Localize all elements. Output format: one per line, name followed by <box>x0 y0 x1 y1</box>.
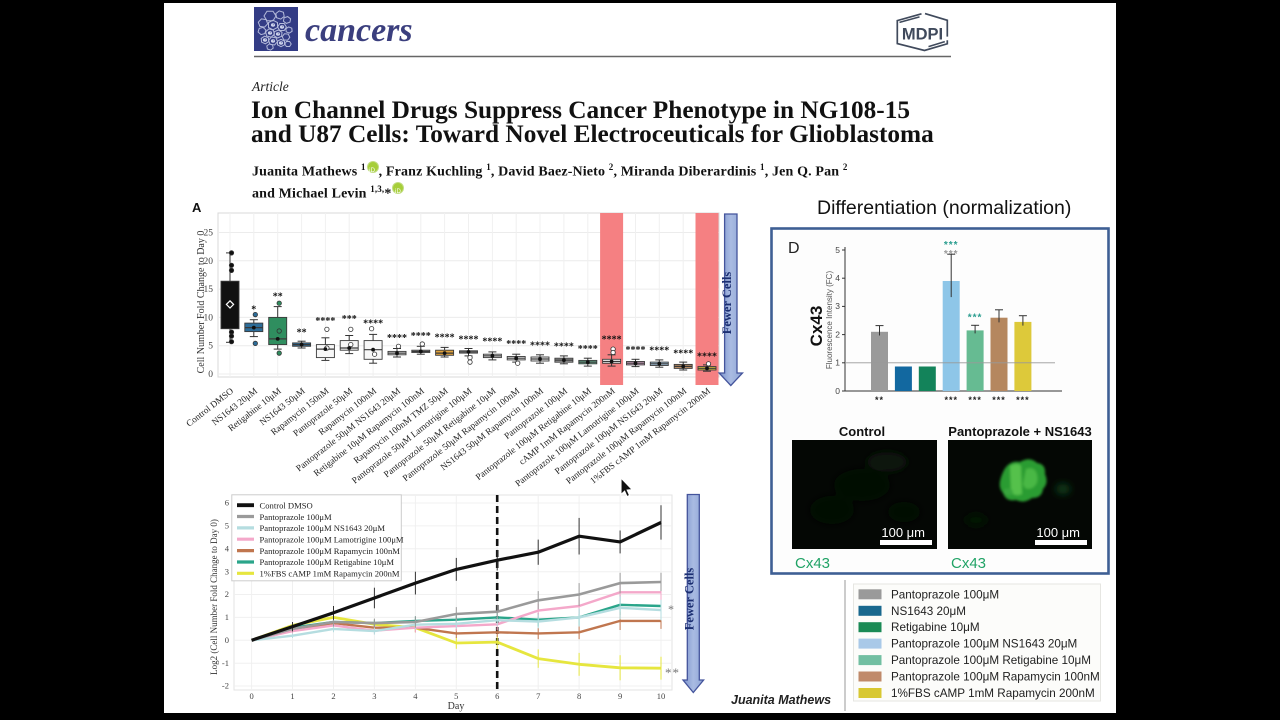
svg-text:4: 4 <box>413 691 418 701</box>
svg-text:Retigabine 10μM: Retigabine 10μM <box>891 621 980 634</box>
svg-text:****: **** <box>435 333 455 344</box>
svg-text:-1: -1 <box>222 658 229 668</box>
svg-text:****: **** <box>387 333 407 344</box>
svg-text:****: **** <box>482 337 502 348</box>
svg-text:MDPI: MDPI <box>902 26 943 44</box>
svg-text:25: 25 <box>204 229 214 239</box>
svg-text:5: 5 <box>454 691 458 701</box>
svg-text:***: *** <box>968 395 982 405</box>
svg-text:**: ** <box>297 328 307 339</box>
svg-text:A: A <box>192 200 202 215</box>
svg-text:6: 6 <box>495 691 499 701</box>
svg-text:Pantoprazole 100μM Retigabine: Pantoprazole 100μM Retigabine 10μM <box>260 557 395 567</box>
svg-text:Pantoprazole 100μM NS1643 20μM: Pantoprazole 100μM NS1643 20μM <box>260 523 386 533</box>
svg-text:Pantoprazole + NS1643: Pantoprazole + NS1643 <box>948 424 1091 439</box>
svg-text:***: *** <box>1016 395 1030 405</box>
svg-text:****: **** <box>554 342 574 353</box>
svg-text:Pantoprazole 100μM: Pantoprazole 100μM <box>891 588 999 601</box>
svg-text:***: *** <box>968 312 983 323</box>
svg-text:7: 7 <box>536 691 540 701</box>
svg-text:2: 2 <box>331 691 335 701</box>
svg-text:Pantoprazole 100μM Lamotrigine: Pantoprazole 100μM Lamotrigine 100μM <box>260 535 404 545</box>
svg-text:****: **** <box>602 334 622 345</box>
svg-text:****: **** <box>697 351 717 362</box>
svg-text:Pantoprazole 100μM Rapamycin 1: Pantoprazole 100μM Rapamycin 100nM <box>891 671 1100 684</box>
svg-text:3: 3 <box>835 301 840 311</box>
svg-text:****: **** <box>315 316 335 327</box>
svg-text:D: D <box>788 240 800 257</box>
svg-text:****: **** <box>626 345 646 356</box>
svg-text:5: 5 <box>835 245 840 255</box>
svg-text:Fewer Cells: Fewer Cells <box>682 568 696 631</box>
svg-text:***: *** <box>944 240 959 251</box>
svg-text:10: 10 <box>204 313 214 323</box>
svg-text:****: **** <box>411 331 431 342</box>
svg-text:****: **** <box>649 346 669 357</box>
svg-text:1: 1 <box>290 691 294 701</box>
svg-text:cancers: cancers <box>305 12 413 49</box>
svg-text:Control DMSO: Control DMSO <box>260 500 313 510</box>
svg-text:1%FBS cAMP 1mM Rapamycin 200nM: 1%FBS cAMP 1mM Rapamycin 200nM <box>260 569 400 579</box>
svg-text:100 μm: 100 μm <box>881 525 925 540</box>
svg-text:Cx43: Cx43 <box>951 555 986 572</box>
svg-text:15: 15 <box>204 285 214 295</box>
svg-text:5: 5 <box>208 342 213 352</box>
svg-text:4: 4 <box>835 273 840 283</box>
svg-text:*: * <box>668 602 674 616</box>
svg-text:**: ** <box>273 291 283 302</box>
svg-text:Fluorescence Intensity (FC): Fluorescence Intensity (FC) <box>825 271 834 370</box>
svg-text:**: ** <box>665 665 680 680</box>
svg-text:10: 10 <box>657 691 666 701</box>
svg-text:****: **** <box>530 341 550 352</box>
svg-text:1: 1 <box>835 358 840 368</box>
svg-text:9: 9 <box>618 691 622 701</box>
svg-text:0: 0 <box>249 691 253 701</box>
svg-text:***: *** <box>944 395 958 405</box>
svg-text:0: 0 <box>835 386 840 396</box>
svg-text:2: 2 <box>225 589 229 599</box>
svg-text:4: 4 <box>225 543 230 553</box>
svg-text:Cx43: Cx43 <box>795 555 830 572</box>
svg-text:5: 5 <box>225 521 229 531</box>
svg-text:****: **** <box>578 344 598 355</box>
svg-text:20: 20 <box>204 257 214 267</box>
svg-text:***: *** <box>342 314 357 325</box>
svg-text:1: 1 <box>225 612 229 622</box>
svg-text:2: 2 <box>835 329 840 339</box>
svg-text:Cell Number Fold Change to Day: Cell Number Fold Change to Day 0 <box>196 231 207 374</box>
svg-text:Control: Control <box>839 424 885 439</box>
svg-text:6: 6 <box>225 498 229 508</box>
svg-text:Cx43: Cx43 <box>807 306 826 347</box>
svg-text:Log2 (Cell Number Fold Change: Log2 (Cell Number Fold Change to Day 0) <box>209 519 219 675</box>
svg-text:100 μm: 100 μm <box>1036 525 1080 540</box>
svg-text:****: **** <box>459 334 479 345</box>
svg-text:Pantoprazole 100μM Retigabine: Pantoprazole 100μM Retigabine 10μM <box>891 654 1091 667</box>
svg-text:*: * <box>251 304 256 315</box>
svg-text:Pantoprazole 100μM NS1643 20μM: Pantoprazole 100μM NS1643 20μM <box>891 638 1077 651</box>
svg-text:Day: Day <box>448 701 465 712</box>
svg-text:1%FBS cAMP 1mM Rapamycin 200nM: 1%FBS cAMP 1mM Rapamycin 200nM <box>891 687 1095 700</box>
svg-text:***: *** <box>944 249 959 260</box>
svg-text:-2: -2 <box>222 681 229 691</box>
svg-text:3: 3 <box>225 566 229 576</box>
svg-text:****: **** <box>673 349 693 360</box>
svg-text:Pantoprazole 100μM Rapamycin 1: Pantoprazole 100μM Rapamycin 100nM <box>260 546 401 556</box>
svg-text:Fewer Cells: Fewer Cells <box>720 272 734 335</box>
svg-text:0: 0 <box>225 635 229 645</box>
svg-text:NS1643 20μM: NS1643 20μM <box>891 605 966 618</box>
svg-text:Pantoprazole 100μM: Pantoprazole 100μM <box>260 512 333 522</box>
svg-text:3: 3 <box>372 691 376 701</box>
svg-text:8: 8 <box>577 691 581 701</box>
svg-text:****: **** <box>363 319 383 330</box>
svg-text:**: ** <box>875 395 884 405</box>
svg-text:0: 0 <box>208 370 213 380</box>
svg-text:***: *** <box>992 395 1006 405</box>
svg-text:****: **** <box>506 339 526 350</box>
